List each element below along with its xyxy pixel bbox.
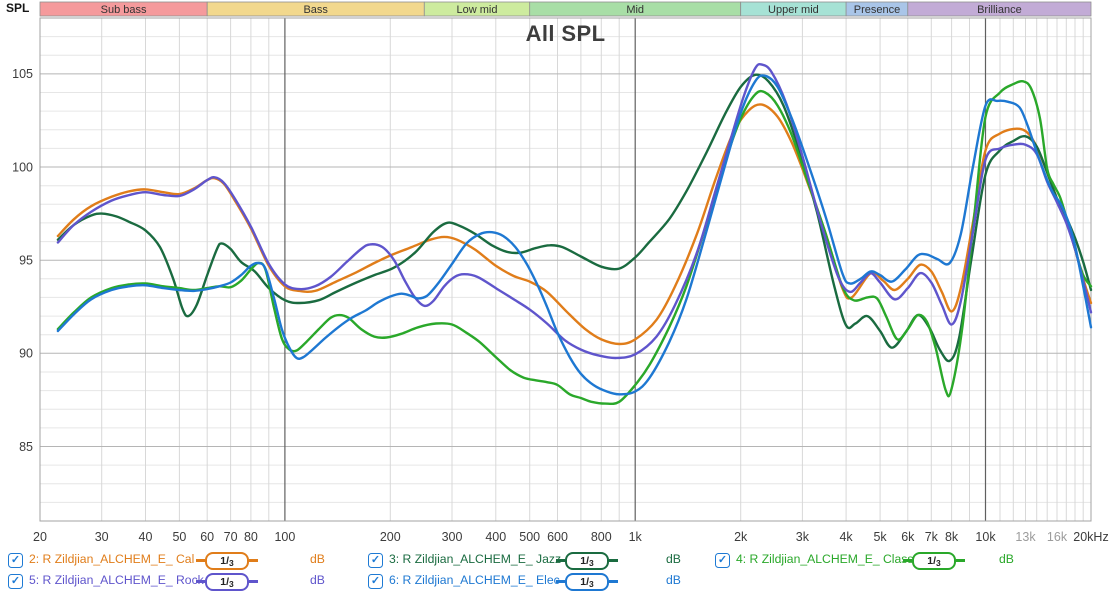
x-tick-label: 100	[274, 530, 295, 544]
smoothing-widget-rock[interactable]: 1/3	[196, 572, 258, 591]
band-label: Brilliance	[977, 4, 1022, 16]
y-axis-labels: 85 90 95 100 105	[12, 67, 33, 454]
y-tick-label: 95	[19, 254, 33, 268]
legend-item-cal: ✓ 2: R Zildjian_ALCHEM_E_ Cal 1/3 dB	[8, 551, 353, 570]
legend-checkbox-jazz[interactable]: ✓	[368, 553, 383, 568]
x-tick-label: 7k	[925, 530, 939, 544]
legend-item-elec: ✓ 6: R Zildjian_ALCHEM_E_ Elec 1/3 dB	[368, 572, 713, 591]
smoothing-box[interactable]: 1/3	[205, 572, 249, 591]
legend-label-rock[interactable]: 5: R Zildjian_ALCHEM_E_ Rock	[29, 573, 204, 587]
smoothing-box[interactable]: 1/3	[205, 551, 249, 570]
x-tick-label: 40	[139, 530, 153, 544]
smoothing-box[interactable]: 1/3	[912, 551, 956, 570]
band-label: Bass	[303, 4, 328, 16]
x-tick-label: 70	[224, 530, 238, 544]
smoothing-box[interactable]: 1/3	[565, 551, 609, 570]
legend-unit-elec: dB	[666, 573, 681, 587]
x-tick-label: 20	[33, 530, 47, 544]
x-tick-label: 16k	[1047, 530, 1068, 544]
checkmark-icon: ✓	[717, 553, 728, 566]
legend-item-rock: ✓ 5: R Zildjian_ALCHEM_E_ Rock 1/3 dB	[8, 572, 353, 591]
legend-line-segment	[196, 580, 205, 583]
smoothing-widget-cal[interactable]: 1/3	[196, 551, 258, 570]
x-tick-label: 800	[591, 530, 612, 544]
legend-item-class: ✓ 4: R Zildjian_ALCHEM_E_ Class 1/3 dB	[715, 551, 1060, 570]
x-tick-label: 4k	[839, 530, 853, 544]
legend-label-jazz[interactable]: 3: R Zildjian_ALCHEM_E_ Jazz	[389, 552, 562, 566]
checkmark-icon: ✓	[370, 574, 381, 587]
series-curve-rock	[56, 62, 1093, 360]
series-curve-cal	[56, 103, 1093, 346]
legend-label-elec[interactable]: 6: R Zildjian_ALCHEM_E_ Elec	[389, 573, 560, 587]
legend-line-segment	[196, 559, 205, 562]
band-strip: Sub bass Bass Low mid Mid Upper mid Presence B…	[39, 1, 1092, 17]
smoothing-widget-elec[interactable]: 1/3	[556, 572, 618, 591]
legend-line-segment	[249, 559, 258, 562]
x-tick-label: 3k	[796, 530, 810, 544]
checkmark-icon: ✓	[10, 574, 21, 587]
x-tick-label: 60	[200, 530, 214, 544]
y-tick-label: 85	[19, 440, 33, 454]
legend-unit-class: dB	[999, 552, 1014, 566]
plot-border	[39, 17, 1092, 522]
x-tick-label: 500	[519, 530, 540, 544]
legend-line-segment	[609, 559, 618, 562]
legend-checkbox-rock[interactable]: ✓	[8, 574, 23, 589]
legend-line-segment	[556, 559, 565, 562]
x-tick-label: 200	[380, 530, 401, 544]
legend-line-segment	[556, 580, 565, 583]
x-tick-label: 2k	[734, 530, 748, 544]
y-tick-label: 90	[19, 347, 33, 361]
x-tick-label: 13k	[1015, 530, 1036, 544]
x-tick-label: 5k	[873, 530, 887, 544]
band-label: Mid	[626, 4, 644, 16]
series-curve-jazz	[56, 73, 1093, 363]
x-tick-label: 1k	[629, 530, 643, 544]
legend-item-jazz: ✓ 3: R Zildjian_ALCHEM_E_ Jazz 1/3 dB	[368, 551, 713, 570]
x-axis-labels: 20 30 40 50 60 70 80 100 200 300 400 500 600 800 1k 2k 3…	[33, 530, 1109, 544]
band-label: Presence	[854, 4, 900, 16]
x-tick-label: 30	[95, 530, 109, 544]
x-tick-label: 50	[172, 530, 186, 544]
y-tick-label: 100	[12, 160, 33, 174]
x-tick-label: 300	[442, 530, 463, 544]
legend-label-cal[interactable]: 2: R Zildjian_ALCHEM_E_ Cal	[29, 552, 195, 566]
y-tick-label: 105	[12, 67, 33, 81]
series-curves	[56, 62, 1093, 406]
band-brilliance	[907, 1, 1092, 17]
band-label: Low mid	[457, 4, 498, 16]
smoothing-widget-jazz[interactable]: 1/3	[556, 551, 618, 570]
legend-checkbox-cal[interactable]: ✓	[8, 553, 23, 568]
checkmark-icon: ✓	[10, 553, 21, 566]
legend-unit-rock: dB	[310, 573, 325, 587]
legend-unit-jazz: dB	[666, 552, 681, 566]
legend-line-segment	[609, 580, 618, 583]
grid	[39, 17, 1092, 522]
x-tick-label: 20kHz	[1073, 530, 1108, 544]
smoothing-box[interactable]: 1/3	[565, 572, 609, 591]
legend-line-segment	[903, 559, 912, 562]
x-tick-label: 6k	[901, 530, 915, 544]
x-tick-label: 8k	[945, 530, 959, 544]
legend-line-segment	[249, 580, 258, 583]
x-tick-label: 80	[244, 530, 258, 544]
x-tick-label: 400	[485, 530, 506, 544]
series-curve-elec	[56, 74, 1093, 396]
y-axis-title: SPL	[6, 1, 30, 15]
x-tick-label: 600	[547, 530, 568, 544]
legend-line-segment	[956, 559, 965, 562]
legend-label-class[interactable]: 4: R Zildjian_ALCHEM_E_ Class	[736, 552, 914, 566]
legend-checkbox-elec[interactable]: ✓	[368, 574, 383, 589]
band-label: Sub bass	[101, 4, 147, 16]
checkmark-icon: ✓	[370, 553, 381, 566]
smoothing-widget-class[interactable]: 1/3	[903, 551, 965, 570]
legend-checkbox-class[interactable]: ✓	[715, 553, 730, 568]
x-tick-label: 10k	[975, 530, 996, 544]
legend-unit-cal: dB	[310, 552, 325, 566]
band-label: Upper mid	[768, 4, 819, 16]
